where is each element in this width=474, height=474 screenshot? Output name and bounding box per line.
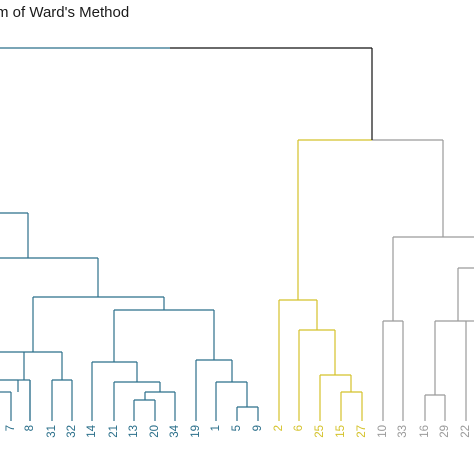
leaf-label-34: 34 <box>169 424 181 437</box>
leaf-labels: 7 8 31 32 14 21 13 20 34 19 1 5 9 2 6 25 15 27 10 33 16 29 22 <box>5 424 472 437</box>
leaf-label-15: 15 <box>335 425 347 438</box>
leaf-label-5: 5 <box>231 425 243 431</box>
leaf-label-13: 13 <box>128 425 140 438</box>
leaf-label-21: 21 <box>108 425 120 438</box>
leaf-label-16: 16 <box>419 425 431 438</box>
leaf-label-25: 25 <box>314 425 326 438</box>
leaf-label-32: 32 <box>66 425 78 438</box>
leaf-label-33: 33 <box>397 425 409 438</box>
leaf-label-19: 19 <box>190 425 202 438</box>
leaf-label-14: 14 <box>86 424 98 437</box>
leaf-label-9: 9 <box>252 425 264 431</box>
leaf-label-10: 10 <box>377 425 389 438</box>
leaf-label-1: 1 <box>210 425 222 431</box>
leaf-label-27: 27 <box>356 425 368 438</box>
leaf-label-22: 22 <box>460 425 472 438</box>
leaf-label-29: 29 <box>439 425 451 438</box>
leaf-label-7: 7 <box>5 425 17 431</box>
leaf-label-31: 31 <box>46 425 58 438</box>
leaf-label-8: 8 <box>24 425 36 431</box>
leaf-label-20: 20 <box>149 425 161 438</box>
dendrogram-title: m of Ward's Method <box>0 4 130 21</box>
leaf-label-2: 2 <box>273 425 285 431</box>
dendrogram-links <box>0 47 474 421</box>
leaf-label-6: 6 <box>293 425 305 431</box>
